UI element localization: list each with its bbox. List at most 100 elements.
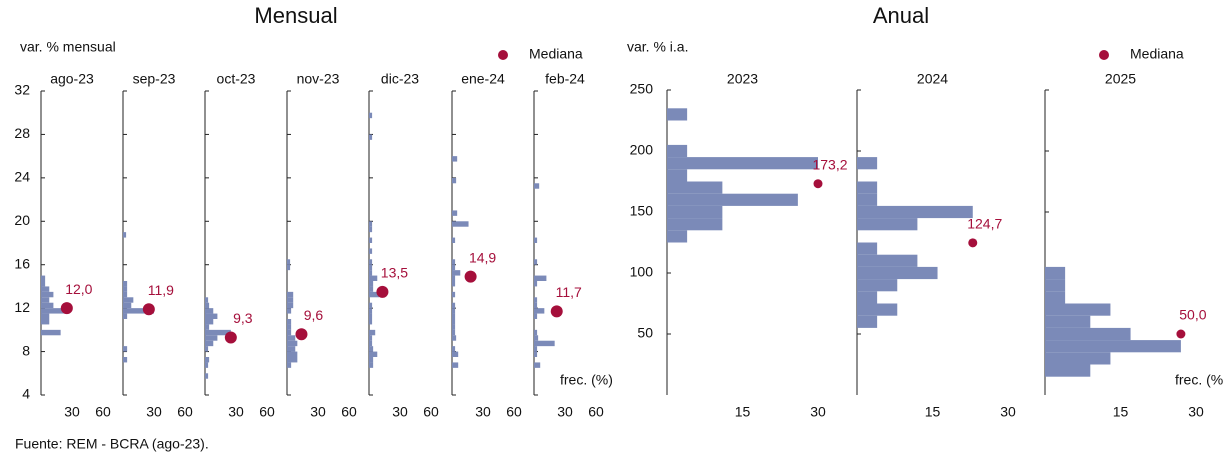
histogram-bar <box>369 329 376 336</box>
x-axis-label: frec. (%) <box>560 372 613 388</box>
histogram-bar <box>534 297 538 303</box>
histogram-bar <box>452 221 469 227</box>
histogram-bar <box>1045 315 1091 328</box>
x-tick-label: 60 <box>423 404 439 420</box>
histogram-bar <box>287 291 294 298</box>
histogram-bar <box>369 313 373 319</box>
histogram-bar <box>205 313 218 319</box>
group-title: Mensual <box>254 3 337 28</box>
x-tick-label: 30 <box>810 404 826 420</box>
histogram-bar <box>534 183 540 189</box>
histogram-bar <box>452 329 456 336</box>
histogram-bar <box>452 270 461 276</box>
median-marker <box>376 285 389 298</box>
histogram-bar <box>452 319 456 325</box>
histogram-bar <box>205 340 214 347</box>
histogram-bar <box>287 346 296 352</box>
histogram-bar <box>1045 327 1131 341</box>
histogram-bar <box>205 335 218 341</box>
x-tick-label: 15 <box>1113 404 1129 420</box>
histogram-bar <box>452 259 456 265</box>
histogram-bar <box>205 329 231 336</box>
x-tick-label: 60 <box>259 404 275 420</box>
histogram-bar <box>452 346 456 352</box>
median-marker <box>142 303 155 316</box>
histogram-bar <box>287 259 291 265</box>
median-marker <box>550 305 563 318</box>
panel-title: nov-23 <box>297 71 340 87</box>
histogram-bar <box>287 335 296 341</box>
histogram-bar <box>41 286 50 292</box>
histogram-bar <box>534 313 538 319</box>
median-marker <box>60 302 73 315</box>
x-tick-label: 15 <box>735 404 751 420</box>
histogram-bar <box>452 156 458 162</box>
histogram-bar <box>857 279 898 292</box>
histogram-bar <box>369 112 373 119</box>
histogram-bar <box>287 340 298 347</box>
x-tick-label: 30 <box>64 404 80 420</box>
median-label: 12,0 <box>65 281 92 297</box>
histogram-bar <box>1045 340 1181 353</box>
histogram-bar <box>123 346 128 352</box>
y-tick-label: 150 <box>630 203 654 219</box>
histogram-bar <box>41 281 46 287</box>
panel-title: dic-23 <box>381 71 419 87</box>
histogram-bar <box>857 242 878 255</box>
histogram-bar <box>287 302 294 309</box>
y-tick-label: 28 <box>14 125 30 141</box>
histogram-bar <box>667 144 688 158</box>
histogram-bar <box>667 181 723 194</box>
median-label: 50,0 <box>1179 307 1206 323</box>
histogram-bar <box>287 308 292 314</box>
histogram-bar <box>452 237 456 243</box>
histogram-bar <box>534 329 538 336</box>
x-tick-label: 60 <box>506 404 522 420</box>
histogram-bar <box>369 270 373 276</box>
histogram-bar <box>205 362 209 368</box>
y-axis-label: var. % mensual <box>20 39 116 55</box>
x-axis-label: frec. (%) <box>1175 372 1223 388</box>
histogram-bar <box>369 291 380 298</box>
histogram-bar <box>452 275 456 281</box>
histogram-bar <box>452 335 457 341</box>
histogram-bar <box>857 254 918 267</box>
histogram-bar <box>123 308 154 314</box>
histogram-bar <box>369 281 374 287</box>
legend-label: Mediana <box>1130 46 1184 62</box>
histogram-bar <box>667 230 688 243</box>
y-tick-label: 24 <box>14 169 30 185</box>
median-marker <box>1176 329 1186 339</box>
histogram-bar <box>205 302 210 309</box>
histogram-bar <box>1045 364 1091 377</box>
histogram-bar <box>123 232 127 238</box>
histogram-bar <box>369 264 373 271</box>
y-tick-label: 100 <box>630 264 654 280</box>
histogram-bar <box>857 315 878 328</box>
histogram-bar <box>123 291 128 298</box>
x-tick-label: 30 <box>475 404 491 420</box>
histogram-bar <box>369 357 374 363</box>
histogram-bar <box>857 181 878 194</box>
histogram-bar <box>667 218 723 231</box>
histogram-bar <box>857 157 878 170</box>
histogram-bar <box>534 237 538 243</box>
histogram-bar <box>369 302 373 309</box>
histogram-bar <box>123 302 132 309</box>
median-marker <box>295 328 308 341</box>
histogram-bar <box>287 357 298 363</box>
y-tick-label: 12 <box>14 299 30 315</box>
histogram-bar <box>452 351 459 357</box>
histogram-bar <box>41 302 54 309</box>
histogram-bar <box>369 237 373 243</box>
histogram-bar <box>369 346 374 352</box>
histogram-bar <box>369 351 378 357</box>
y-tick-label: 4 <box>22 386 30 402</box>
histogram-bar <box>369 340 373 347</box>
histogram-bar <box>452 324 456 330</box>
histogram-bar <box>369 308 373 314</box>
histogram-bar <box>123 281 128 287</box>
median-marker <box>224 331 237 344</box>
histogram-bar <box>452 291 456 298</box>
